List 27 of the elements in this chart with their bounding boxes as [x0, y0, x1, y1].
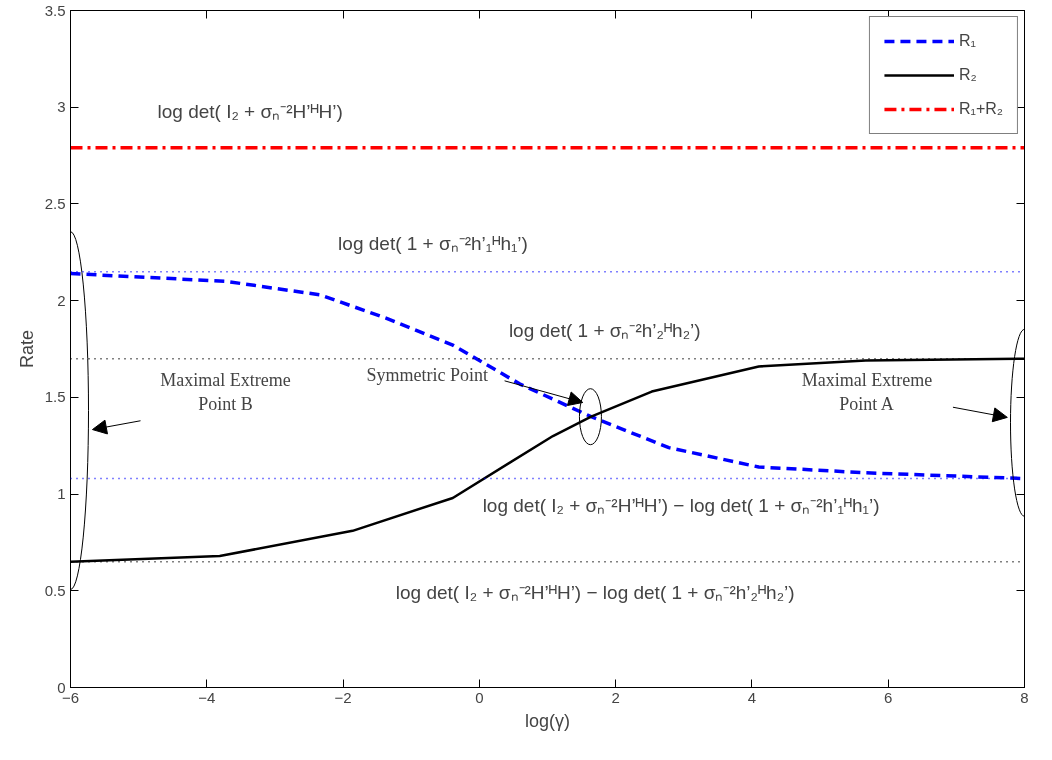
x-tick-label: 4	[747, 688, 757, 706]
x-tick-label: 0	[475, 688, 484, 706]
legend-label: R₂	[958, 66, 978, 84]
legend-label: R₁	[958, 32, 977, 50]
x-tick-label: −2	[334, 688, 352, 706]
x-tick-label: 8	[1020, 688, 1029, 706]
ref-line-label: log det( I₂ + σₙ⁻²H’ᴴH’) − log det( 1 + σₙ⁻²h’₂ᴴh₂’)	[395, 582, 795, 604]
y-tick-label: 1	[57, 485, 66, 503]
x-tick-label: −4	[198, 688, 216, 706]
y-tick-label: 3	[57, 98, 66, 116]
annotation: Maximal Extreme Point B	[160, 370, 291, 415]
y-tick-label: 1.5	[44, 388, 66, 406]
ref-line-label: log det( 1 + σₙ⁻²h’₁ᴴh₁’)	[338, 233, 528, 255]
ref-line-label: log det( 1 + σₙ⁻²h’₂ᴴh₂’)	[508, 320, 701, 342]
x-tick-label: 2	[611, 688, 620, 706]
x-tick-label: 6	[884, 688, 893, 706]
y-axis-title: Rate	[16, 329, 37, 369]
x-axis-title: log(γ)	[525, 710, 571, 731]
y-tick-label: 2.5	[44, 194, 66, 212]
y-tick-label: 2	[57, 291, 66, 309]
y-tick-label: 3.5	[44, 1, 66, 19]
annotation: Symmetric Point	[366, 364, 489, 385]
y-tick-label: 0.5	[44, 581, 66, 599]
annotation: Maximal Extreme Point A	[801, 370, 933, 415]
legend-label: R₁+R₂	[958, 100, 1003, 118]
annotation: log det( I₂ + σₙ⁻²H’ᴴH’)	[157, 101, 343, 123]
ref-line-label: log det( I₂ + σₙ⁻²H’ᴴH’) − log det( 1 + σₙ⁻²h’₁ᴴh₁’)	[482, 495, 880, 517]
